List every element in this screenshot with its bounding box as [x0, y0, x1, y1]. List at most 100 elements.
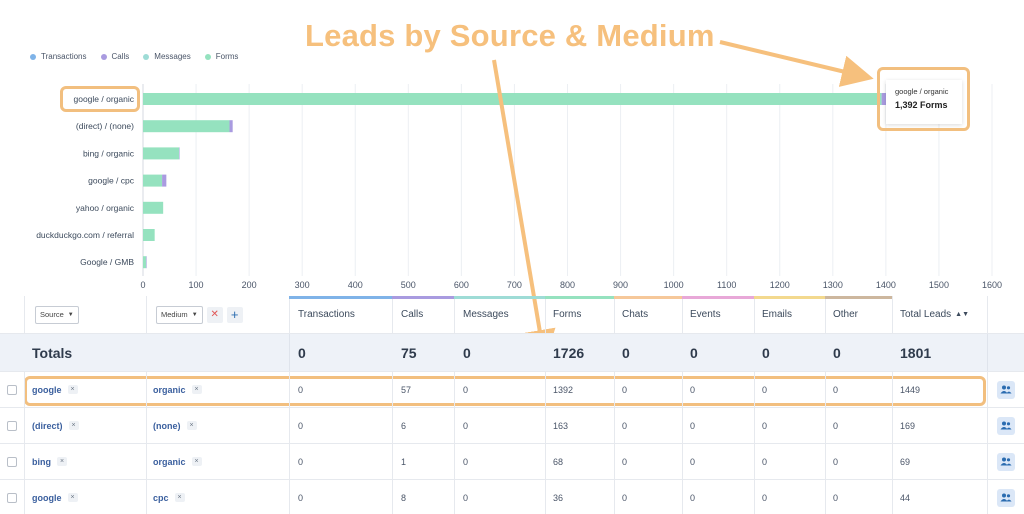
legend-dot-icon — [143, 53, 150, 60]
cell-calls: 1 — [401, 456, 407, 467]
x-tick-label: 600 — [454, 280, 469, 290]
medium-value[interactable]: cpc — [153, 492, 169, 503]
row-action-button[interactable] — [997, 380, 1015, 399]
x-tick-label: 1100 — [717, 280, 736, 290]
column-header-messages[interactable]: Messages — [463, 309, 509, 320]
remove-filter-button[interactable]: ✕ — [206, 306, 223, 323]
category-label: google / organic — [74, 94, 135, 104]
add-filter-button[interactable]: + — [226, 306, 243, 323]
caret-down-icon: ▼ — [191, 311, 198, 318]
source-value[interactable]: bing — [32, 456, 51, 467]
close-icon: ✕ — [210, 309, 219, 320]
cell-messages: 0 — [463, 420, 469, 431]
cell-other: 0 — [833, 492, 839, 503]
column-header-calls[interactable]: Calls — [401, 309, 424, 320]
cell-chats: 0 — [622, 456, 628, 467]
annotation-title: Leads by Source & Medium — [305, 18, 715, 53]
cell-total-leads: 69 — [900, 456, 911, 467]
source-value[interactable]: (direct) — [32, 420, 63, 431]
totals-other: 0 — [833, 344, 841, 361]
plus-icon: + — [230, 307, 239, 322]
remove-tag-icon[interactable]: × — [174, 493, 185, 502]
totals-row: Totals 0 75 0 1726 0 0 0 0 1801 — [0, 334, 1024, 372]
column-header-other[interactable]: Other — [833, 309, 859, 320]
cell-transactions: 0 — [298, 492, 304, 503]
category-label: google / cpc — [88, 176, 135, 186]
legend-label: Messages — [154, 52, 191, 61]
row-checkbox[interactable] — [7, 492, 17, 503]
sort-desc-icon: ▲▼ — [955, 311, 970, 318]
cell-other: 0 — [833, 384, 839, 395]
cell-forms: 36 — [553, 492, 564, 503]
row-action-button[interactable] — [997, 416, 1015, 435]
category-label: Google / GMB — [80, 257, 134, 267]
remove-tag-icon[interactable]: × — [67, 385, 78, 394]
column-header-events[interactable]: Events — [690, 309, 721, 320]
x-tick-label: 1600 — [982, 280, 1002, 290]
remove-tag-icon[interactable]: × — [68, 421, 79, 430]
column-header-total-leads[interactable]: Total Leads ▲▼ — [900, 296, 969, 333]
column-header-emails[interactable]: Emails — [762, 309, 793, 320]
tooltip-value: 1,392 Forms — [895, 100, 948, 110]
legend-dot-icon — [100, 53, 107, 60]
x-tick-label: 1300 — [823, 280, 843, 290]
legend-dot-icon — [30, 53, 36, 60]
row-checkbox[interactable] — [7, 384, 17, 395]
table-row: bing × organic × 0 1 0 68 0 0 0 0 69 — [0, 444, 1024, 480]
cell-transactions: 0 — [298, 420, 304, 431]
chart-tooltip: google / organic 1,392 Forms — [886, 80, 962, 124]
legend-item-forms[interactable]: Forms — [204, 52, 238, 61]
cell-emails: 0 — [762, 384, 768, 395]
column-header-transactions[interactable]: Transactions — [298, 309, 355, 320]
totals-transactions: 0 — [298, 344, 306, 361]
legend-item-transactions[interactable]: Transactions — [30, 52, 87, 61]
row-checkbox[interactable] — [7, 420, 17, 431]
legend-item-calls[interactable]: Calls — [100, 52, 130, 61]
source-tag: (direct) × — [32, 408, 79, 443]
people-icon — [1000, 457, 1012, 466]
legend-item-messages[interactable]: Messages — [143, 52, 191, 61]
source-dropdown[interactable]: Source ▼ — [35, 305, 79, 324]
column-header-forms[interactable]: Forms — [553, 309, 582, 320]
medium-value[interactable]: organic — [153, 456, 186, 467]
medium-value[interactable]: organic — [153, 384, 186, 395]
source-tag: google × — [32, 480, 78, 514]
cell-messages: 0 — [463, 384, 469, 395]
source-value[interactable]: google — [32, 384, 62, 395]
medium-filter-cell: Medium ▼ ✕ + — [156, 296, 243, 333]
bar-segment-forms — [143, 229, 155, 241]
bar-segment-forms — [143, 93, 882, 105]
people-icon — [1000, 421, 1012, 430]
bar-segment-calls — [229, 120, 233, 133]
cell-chats: 0 — [622, 420, 628, 431]
x-tick-label: 300 — [295, 280, 310, 290]
row-action-button[interactable] — [997, 452, 1015, 471]
row-checkbox[interactable] — [7, 456, 17, 467]
column-header-chats[interactable]: Chats — [622, 309, 649, 320]
cell-messages: 0 — [463, 492, 469, 503]
category-label: yahoo / organic — [76, 203, 135, 213]
medium-dropdown-label: Medium — [161, 310, 188, 319]
row-action-button[interactable] — [997, 488, 1015, 507]
remove-tag-icon[interactable]: × — [186, 421, 197, 430]
medium-tag: (none) × — [153, 408, 197, 443]
bar-segment-forms — [143, 147, 180, 160]
medium-value[interactable]: (none) — [153, 420, 181, 431]
table-row: google × cpc × 0 8 0 36 0 0 0 0 44 — [0, 480, 1024, 514]
caret-down-icon: ▼ — [67, 311, 74, 318]
source-tag: bing × — [32, 444, 68, 479]
legend-label: Calls — [111, 52, 130, 61]
legend-dot-icon — [204, 53, 211, 60]
totals-label: Totals — [32, 344, 73, 361]
medium-dropdown[interactable]: Medium ▼ — [156, 305, 203, 324]
totals-chats: 0 — [622, 344, 630, 361]
source-value[interactable]: google — [32, 492, 62, 503]
remove-tag-icon[interactable]: × — [191, 457, 202, 466]
cell-transactions: 0 — [298, 384, 304, 395]
remove-tag-icon[interactable]: × — [191, 385, 202, 394]
remove-tag-icon[interactable]: × — [67, 493, 78, 502]
medium-tag: organic × — [153, 444, 202, 479]
x-tick-label: 800 — [560, 280, 575, 290]
remove-tag-icon[interactable]: × — [57, 457, 68, 466]
cell-events: 0 — [690, 456, 696, 467]
